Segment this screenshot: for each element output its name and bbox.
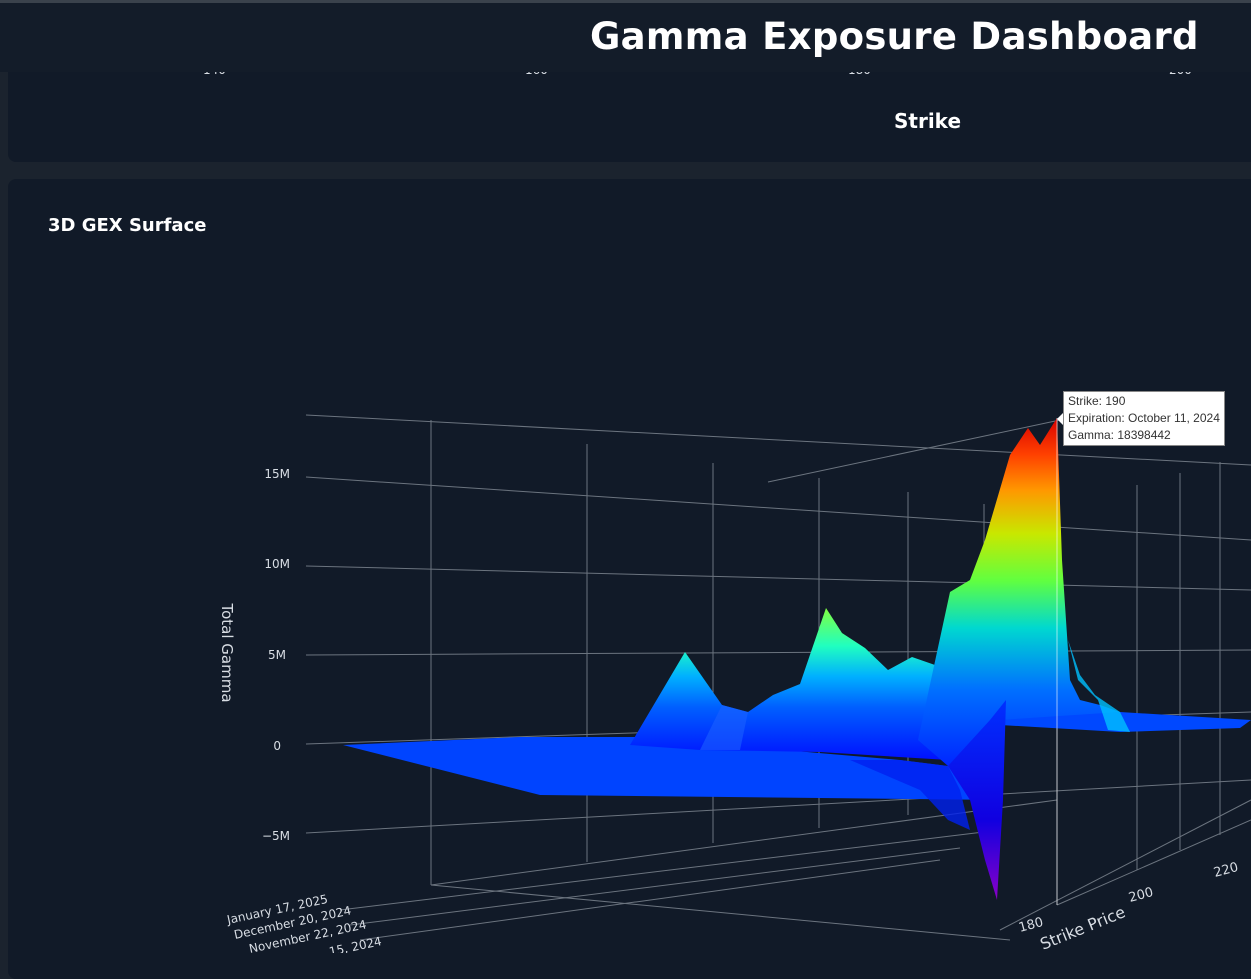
section-title: 3D GEX Surface [48,215,207,236]
x-tick: 200 [1127,885,1155,906]
gamma-surface [343,418,1251,900]
x-axis-title: Strike Price [1037,902,1128,953]
x-tick: 180 [1017,915,1045,936]
hover-tooltip: Strike: 190 Expiration: October 11, 2024… [1063,391,1225,446]
strike-axis-title: Strike [894,109,962,133]
x-tick: 220 [1212,860,1240,881]
z-tick: 10M [264,557,290,571]
grid-lines [305,414,1251,941]
page-title: Gamma Exposure Dashboard [590,15,1199,58]
hover-spike [1056,413,1063,905]
z-tick: 5M [268,648,286,662]
tooltip-expiration: Expiration: October 11, 2024 [1068,411,1220,425]
z-tick: −5M [262,829,290,843]
z-axis: 15M 10M 5M 0 −5M Total Gamma [218,467,290,843]
tooltip-gamma: Gamma: 18398442 [1068,428,1171,442]
z-tick: 0 [273,739,281,753]
tooltip-strike: Strike: 190 [1068,394,1126,408]
y-axis: January 17, 2025 December 20, 2024 Novem… [225,892,383,953]
z-axis-title: Total Gamma [218,602,236,702]
dashboard-header: Gamma Exposure Dashboard [0,0,1251,72]
z-tick: 15M [264,467,290,481]
gex-3d-surface-plot[interactable]: 15M 10M 5M 0 −5M Total Gamma 180 200 220… [0,0,1251,953]
